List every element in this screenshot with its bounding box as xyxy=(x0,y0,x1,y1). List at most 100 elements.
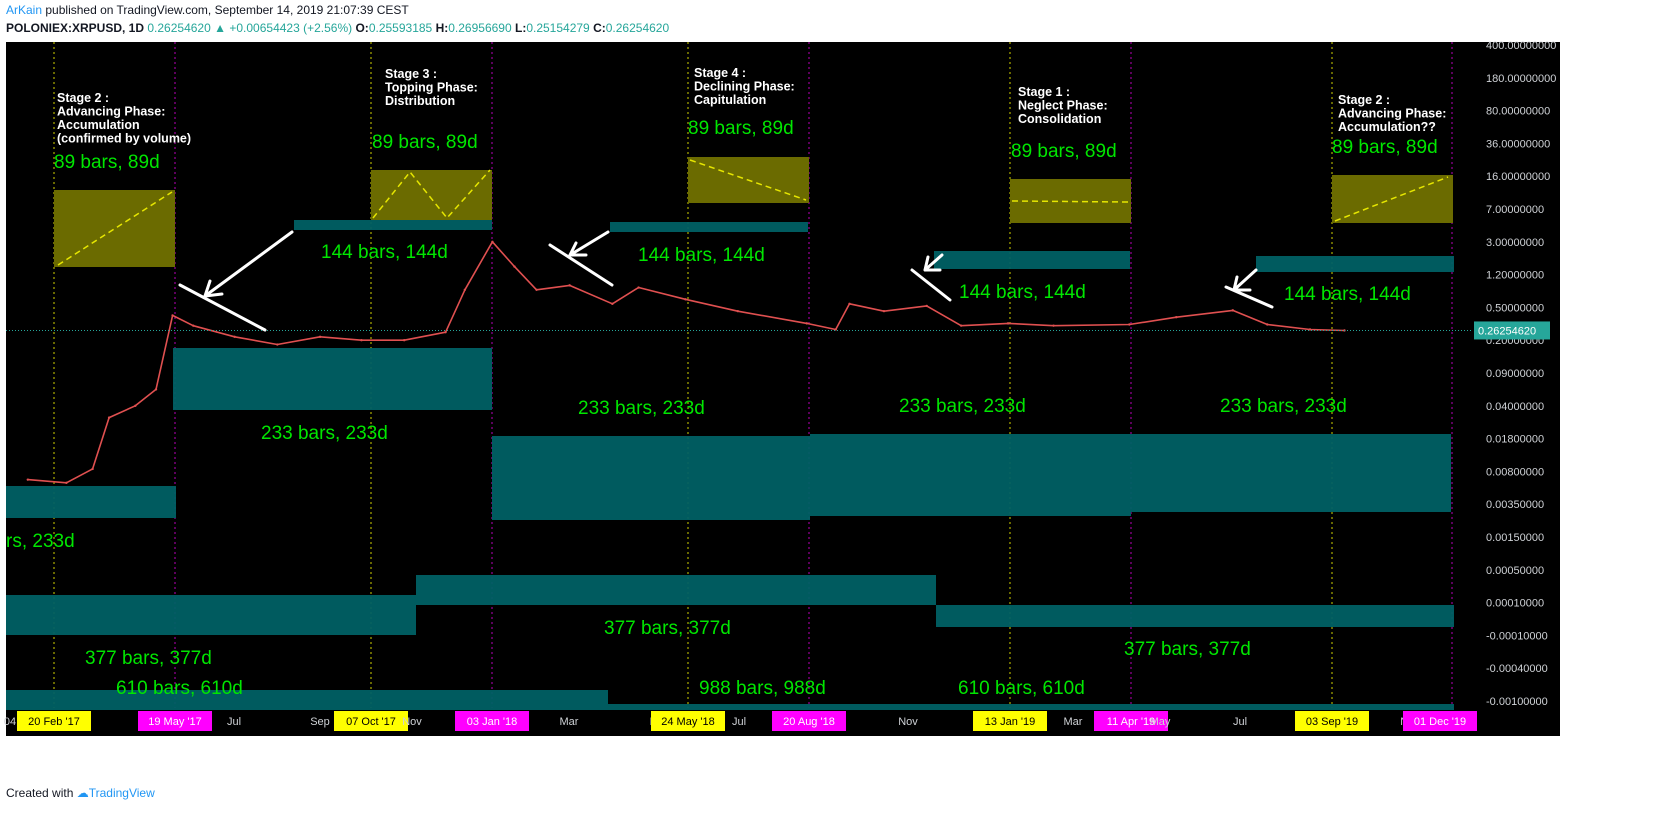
price-point xyxy=(1308,328,1312,331)
fib-range-box xyxy=(1256,256,1454,272)
price-tick-label: 0.00350000 xyxy=(1486,499,1544,511)
arrow-icon xyxy=(1232,268,1258,292)
price-point xyxy=(925,304,928,308)
stage-label: Advancing Phase: xyxy=(1338,107,1446,121)
price-point xyxy=(1052,324,1055,327)
price-point xyxy=(1175,316,1178,319)
time-tick-label: Jul xyxy=(1233,716,1247,728)
price-point xyxy=(848,302,851,306)
last-price: 0.26254620 xyxy=(147,21,211,35)
time-tick-label: Mar xyxy=(560,716,579,728)
fib-range-box xyxy=(173,348,492,410)
time-tick-label: Sep xyxy=(310,716,330,728)
publish-info: ArKain published on TradingView.com, Sep… xyxy=(6,3,409,17)
stage-label: (confirmed by volume) xyxy=(57,132,191,146)
price-point xyxy=(513,265,516,268)
time-tick-label: Nov xyxy=(898,716,918,728)
fib-range-box xyxy=(492,436,810,520)
low-label: L: xyxy=(514,21,527,35)
high-value: 0.26956690 xyxy=(448,21,512,35)
price-tick-label: 3.00000000 xyxy=(1486,237,1544,249)
time-tick-label: 13 Jan '19 xyxy=(985,716,1035,728)
time-tick-label: Nov xyxy=(402,716,422,728)
arrow-icon xyxy=(923,253,944,272)
up-arrow-icon: ▲ xyxy=(214,21,227,35)
open-value: 0.25593185 xyxy=(368,21,433,35)
trend-line xyxy=(910,268,952,302)
fib-range-box xyxy=(294,220,492,230)
symbol-label: POLONIEX:XRPUSD, 1D xyxy=(6,21,145,35)
time-highlight-badge xyxy=(334,711,408,731)
price-point xyxy=(233,335,236,338)
fib-range-label: 377 bars, 377d xyxy=(85,648,212,669)
fib-range-box xyxy=(610,222,808,232)
price-point xyxy=(107,416,111,419)
price-tick-label: 0.04000000 xyxy=(1486,401,1544,413)
phase-arrow xyxy=(689,159,807,201)
price-tick-label: 7.00000000 xyxy=(1486,204,1544,216)
price-change: +0.00654423 (+2.56%) xyxy=(229,21,353,35)
time-tick-label: 01 Dec '19 xyxy=(1414,716,1466,728)
time-tick-label: 11 Apr '19 xyxy=(1107,716,1155,728)
price-point xyxy=(26,478,30,481)
arrow-icon xyxy=(203,230,294,298)
price-tick-label: 16.00000000 xyxy=(1486,171,1550,183)
phase-range-label: 89 bars, 89d xyxy=(54,152,160,173)
created-with-text: Created with xyxy=(6,786,74,800)
footer: Created with ☁TradingView xyxy=(6,786,155,800)
trend-line xyxy=(178,283,267,332)
fib-range-label: 144 bars, 144d xyxy=(959,282,1086,303)
price-tick-label: 400.00000000 xyxy=(1486,40,1556,52)
time-highlight-badge xyxy=(1094,711,1168,731)
time-tick-label: 03 Sep '19 xyxy=(1306,716,1358,728)
author-link[interactable]: ArKain xyxy=(6,3,43,17)
price-point xyxy=(1128,323,1131,326)
fib-range-label: 233 bars, 233d xyxy=(899,396,1026,417)
fib-range-label-partial: rs, 233d xyxy=(6,531,75,552)
phase-range-label: 89 bars, 89d xyxy=(1332,137,1438,158)
phase-arrow xyxy=(1334,176,1449,222)
price-point xyxy=(276,343,279,346)
close-label: C: xyxy=(593,21,606,35)
tradingview-logo-icon[interactable]: ☁ xyxy=(76,786,89,800)
stage-label: Declining Phase: xyxy=(694,80,795,94)
fib-range-box xyxy=(934,251,1130,269)
price-axis-background xyxy=(1472,42,1560,708)
fib-range-label: 377 bars, 377d xyxy=(604,618,731,639)
price-point xyxy=(91,467,94,471)
phase-range-label: 89 bars, 89d xyxy=(372,132,478,153)
stage-label: Stage 2 : xyxy=(57,91,109,105)
fib-range-box xyxy=(416,575,936,605)
tradingview-brand[interactable]: TradingView xyxy=(88,786,155,800)
price-point xyxy=(360,339,363,342)
fib-range-label: 233 bars, 233d xyxy=(578,398,705,419)
phase-range-label: 89 bars, 89d xyxy=(1011,141,1117,162)
time-tick-label: 04 xyxy=(4,716,16,728)
phase-arrow xyxy=(57,191,173,266)
stage-label: Stage 1 : xyxy=(1018,85,1070,99)
price-point xyxy=(882,309,886,313)
time-tick-label: Mar xyxy=(1064,716,1083,728)
time-tick-label: 24 May '18 xyxy=(661,716,714,728)
symbol-info: POLONIEX:XRPUSD, 1D 0.26254620 ▲ +0.0065… xyxy=(6,21,669,35)
price-tick-label: 0.00010000 xyxy=(1486,598,1544,610)
price-point xyxy=(805,322,808,325)
price-point xyxy=(568,284,571,287)
fib-range-box xyxy=(6,486,176,518)
time-tick-label: 20 Aug '18 xyxy=(783,716,835,728)
time-highlight-badge xyxy=(651,711,725,731)
phase-range-label: 89 bars, 89d xyxy=(688,118,794,139)
price-tick-label: 0.00800000 xyxy=(1486,466,1544,478)
fib-range-label: 233 bars, 233d xyxy=(261,423,388,444)
price-point xyxy=(318,335,322,338)
stage-label: Distribution xyxy=(385,94,455,108)
price-tick-label: -0.00040000 xyxy=(1486,663,1548,675)
fib-range-label: 144 bars, 144d xyxy=(321,242,448,263)
time-highlight-badge xyxy=(1403,711,1477,731)
time-tick-label: May xyxy=(1150,716,1171,728)
stage-label: Accumulation xyxy=(57,118,140,132)
fib-range-label: 233 bars, 233d xyxy=(1220,396,1347,417)
stage-label: Advancing Phase: xyxy=(57,105,165,119)
time-highlight-badge xyxy=(138,711,212,731)
